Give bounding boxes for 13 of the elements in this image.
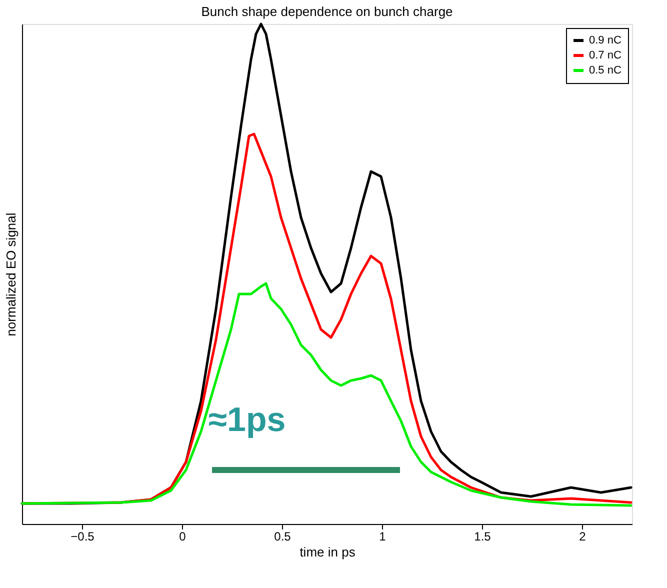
x-tick-label: −0.5 <box>70 530 95 544</box>
x-tick-label: 2 <box>579 530 586 544</box>
legend-label: 0.5 nC <box>589 64 622 76</box>
legend-label: 0.7 nC <box>589 50 622 62</box>
chart-title: Bunch shape dependence on bunch charge <box>201 4 453 19</box>
legend-label: 0.9 nC <box>589 34 622 46</box>
x-tick-label: 0.5 <box>274 530 292 544</box>
x-tick-label: 1.5 <box>474 530 492 544</box>
y-axis-title: normalized EO signal <box>4 212 18 336</box>
x-tick-label: 0 <box>179 530 186 544</box>
x-tick-label: 1 <box>379 530 386 544</box>
annotation: ≈1ps <box>208 401 286 439</box>
x-axis-title: time in ps <box>300 544 356 560</box>
